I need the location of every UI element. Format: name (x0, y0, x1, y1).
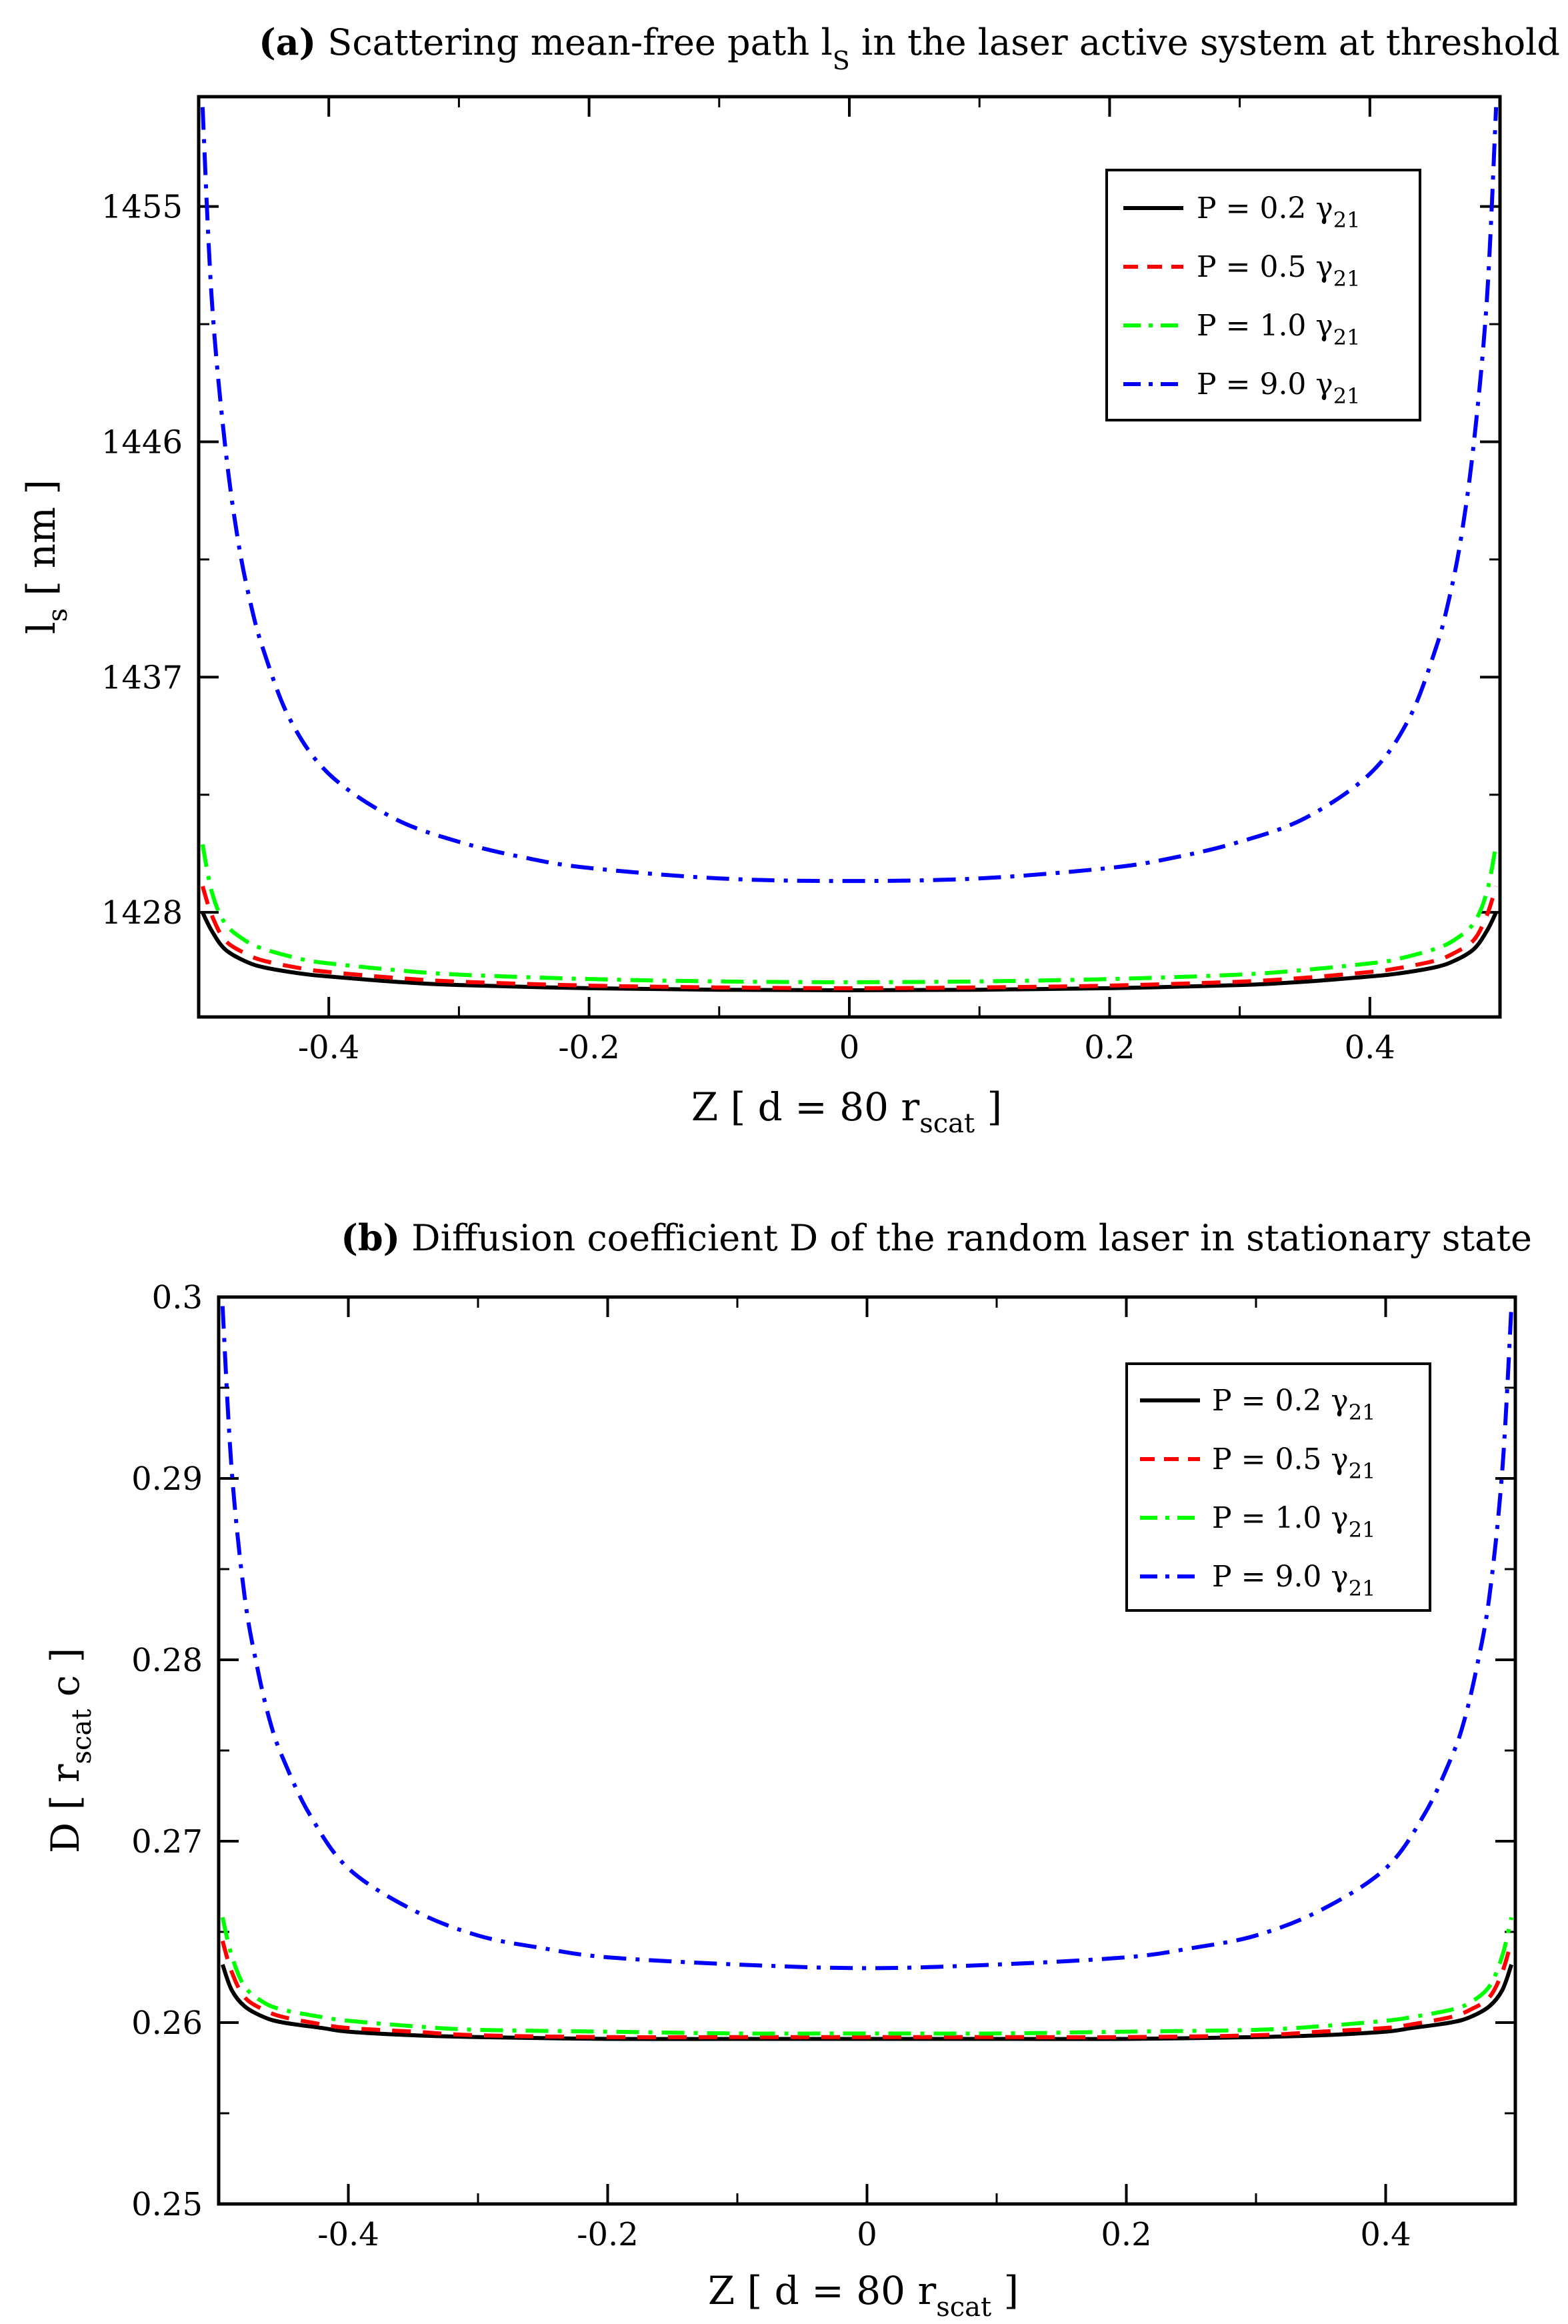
panel-b-legend-label-sub: 21 (1349, 1400, 1376, 1425)
panel-a-x-ticks: -0.4 -0.2 0 0.2 0.4 (197, 97, 1501, 1066)
panel-b-ylabel-sub: scat (67, 1709, 97, 1765)
panel-b-y-tick-label: 0.29 (131, 1460, 203, 1498)
panel-b-x-tick-label: 0 (857, 2216, 877, 2253)
panel-b-x-tick-label: -0.2 (577, 2216, 639, 2253)
panel-b-ylabel-end: c ] (43, 1648, 88, 1709)
panel-b-y-axis-title: D [ rscat c ] (43, 1648, 97, 1854)
panel-a-y-tick-label: 1428 (101, 894, 183, 932)
panel-a-ylabel: l (19, 622, 64, 634)
panel-a-tag: (a) (259, 21, 316, 63)
panel-b-legend-label-3: P = 1.0 γ21 (1212, 1501, 1375, 1542)
panel-b-legend-label-sub: 21 (1349, 1576, 1376, 1601)
panel-b-y-tick-label: 0.27 (131, 1823, 203, 1861)
panel-b-series-3-line (220, 1917, 1514, 2036)
panel-a-series-3-line (200, 844, 1499, 984)
panel-a-xlabel-end: ] (975, 1084, 1002, 1130)
panel-a-legend-label-4: P = 9.0 γ21 (1197, 367, 1360, 409)
panel-a-y-axis-title: ls [ nm ] (19, 479, 73, 634)
panel-a-legend-label-main: P = 0.5 γ (1197, 250, 1333, 284)
panel-b-series-4-line (220, 1306, 1514, 1971)
panel-b-legend-label-2: P = 0.5 γ21 (1212, 1442, 1375, 1484)
panel-a-y-tick-label: 1437 (101, 659, 183, 696)
panel-b-xlabel: Z [ d = 80 r (708, 2268, 937, 2313)
panel-a-legend-label-main: P = 0.2 γ (1197, 191, 1333, 225)
panel-b-y-ticks: 0.25 0.26 0.27 0.28 0.29 0.3 (131, 1279, 1515, 2223)
panel-a-x-tick-label: 0 (839, 1029, 860, 1066)
panel-b-title-text: Diffusion coefficient D of the random la… (411, 1217, 1532, 1259)
panel-b-x-ticks: -0.4 -0.2 0 0.2 0.4 (217, 1297, 1517, 2253)
panel-a-legend-label-sub: 21 (1333, 207, 1361, 233)
panel-b-x-axis-title: Z [ d = 80 rscat ] (708, 2268, 1019, 2323)
panel-a-series-2-line (200, 886, 1499, 990)
panel-b-y-tick-label: 0.25 (131, 2186, 203, 2223)
panel-a-series-1-line (201, 911, 1498, 993)
panel-a-ylabel-sub: s (43, 608, 73, 622)
panel-b-x-tick-label: -0.4 (317, 2216, 379, 2253)
panel-b-y-tick-label: 0.26 (131, 2005, 203, 2042)
panel-b-legend-box (1125, 1362, 1431, 1612)
panel-a-title-rest: in the laser active system at threshold (850, 21, 1560, 63)
panel-b-title: (b) Diffusion coefficient D of the rando… (341, 1216, 1532, 1259)
panel-a-legend-label-sub: 21 (1333, 383, 1361, 409)
panel-a-xlabel-sub: scat (919, 1108, 975, 1139)
panel-b-legend-label-main: P = 0.5 γ (1212, 1442, 1349, 1476)
panel-a-y-tick-label: 1455 (101, 189, 183, 226)
panel-a-legend-label-main: P = 1.0 γ (1197, 309, 1333, 343)
panel-a-legend-label-3: P = 1.0 γ21 (1197, 309, 1360, 350)
panel-a-x-tick-label: -0.2 (558, 1029, 620, 1066)
panel-b-ylabel: D [ r (43, 1764, 88, 1853)
panel-b-tag: (b) (341, 1216, 400, 1259)
panel-b-legend-label-1: P = 0.2 γ21 (1212, 1384, 1375, 1425)
panel-a-legend-label-sub: 21 (1333, 325, 1361, 350)
panel-a-legend-label-main: P = 9.0 γ (1197, 367, 1333, 401)
panel-a-legend-box (1105, 169, 1421, 421)
panel-a-ylabel-end: [ nm ] (19, 479, 64, 608)
panel-b-x-tick-label: 0.2 (1101, 2216, 1151, 2253)
panel-b-series-2-line (220, 1940, 1514, 2039)
panel-a-x-tick-label: -0.4 (298, 1029, 360, 1066)
panel-b-y-tick-label: 0.3 (152, 1279, 203, 1316)
panel-b-legend-label-sub: 21 (1349, 1517, 1376, 1542)
panel-a-title-text: Scattering mean-free path l (327, 21, 832, 63)
panel-a-series (200, 107, 1499, 993)
panel-b-legend-label-main: P = 1.0 γ (1212, 1501, 1349, 1535)
panel-b-legend-label-4: P = 9.0 γ21 (1212, 1560, 1375, 1601)
panel-a-title: (a) Scattering mean-free path lS in the … (259, 21, 1560, 75)
panel-a-legend-label-1: P = 0.2 γ21 (1197, 191, 1360, 233)
panel-a-xlabel: Z [ d = 80 r (691, 1084, 920, 1130)
panel-b-legend-label-main: P = 9.0 γ (1212, 1560, 1349, 1594)
panel-a: (a) Scattering mean-free path lS in the … (19, 21, 1560, 1139)
panel-b-xlabel-end: ] (991, 2268, 1019, 2313)
panel-b-legend-label-sub: 21 (1349, 1458, 1376, 1484)
panel-a-legend-label-2: P = 0.5 γ21 (1197, 250, 1360, 291)
panel-b-y-tick-label: 0.28 (131, 1642, 203, 1679)
panel-b-series (220, 1306, 1514, 2041)
panel-a-x-tick-label: 0.2 (1084, 1029, 1135, 1066)
panel-a-series-4-line (200, 107, 1499, 884)
panel-a-x-axis-title: Z [ d = 80 rscat ] (691, 1084, 1002, 1139)
panel-a-x-tick-label: 0.4 (1345, 1029, 1395, 1066)
panel-a-y-ticks: 1428 1437 1446 1455 (101, 189, 1500, 932)
panel-a-legend-label-sub: 21 (1333, 266, 1361, 291)
panel-a-title-sub: S (833, 46, 850, 75)
panel-b-x-tick-label: 0.4 (1360, 2216, 1411, 2253)
panel-b-legend-label-main: P = 0.2 γ (1212, 1384, 1349, 1418)
panel-a-y-tick-label: 1446 (101, 424, 183, 461)
panel-b-xlabel-sub: scat (936, 2292, 991, 2323)
panel-b: (b) Diffusion coefficient D of the rando… (43, 1216, 1532, 2323)
